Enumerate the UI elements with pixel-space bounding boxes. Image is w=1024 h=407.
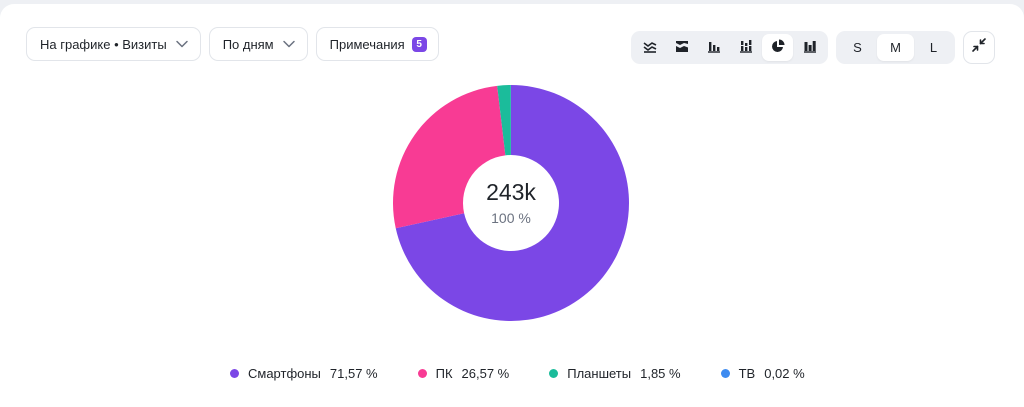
chart-toolbar-right: S M L [631, 31, 995, 64]
period-select-label: По дням [222, 36, 274, 52]
legend-label: Планшеты [567, 366, 632, 381]
legend-label: Смартфоны [248, 366, 321, 381]
chart-type-stacked-bar[interactable] [730, 34, 761, 61]
size-s-label: S [853, 40, 862, 55]
notes-button[interactable]: Примечания 5 [315, 27, 439, 61]
period-select[interactable]: По дням [208, 27, 308, 61]
legend-label: ПК [435, 366, 453, 381]
chart-type-bar[interactable] [698, 34, 729, 61]
chart-type-column[interactable] [794, 34, 825, 61]
chart-type-pie[interactable] [762, 34, 793, 61]
legend-item-0[interactable]: Смартфоны 71,57 % [230, 366, 378, 381]
chart-type-stacked-area-100[interactable] [666, 34, 697, 61]
stacked-area-100-icon [674, 38, 690, 57]
chevron-down-icon [282, 37, 296, 51]
stacked-bar-icon [738, 38, 754, 57]
chart-card: На графике • Визиты По дням Примечания 5 [0, 4, 1024, 407]
legend-dot [549, 369, 559, 378]
chart-legend: Смартфоны 71,57 % ПК 26,57 % Планшеты 1,85 % Т… [230, 366, 845, 381]
chart-type-stacked-area[interactable] [634, 34, 665, 61]
size-m-button[interactable]: M [877, 34, 914, 61]
stacked-area-icon [642, 38, 658, 57]
legend-dot [417, 369, 427, 378]
notes-count-badge: 5 [411, 36, 427, 52]
column-chart-icon [802, 38, 818, 57]
center-total: 243k [486, 179, 536, 205]
collapse-icon [971, 37, 987, 58]
chart-toolbar-left: На графике • Визиты По дням Примечания 5 [26, 27, 439, 61]
pie-chart-icon [770, 38, 786, 57]
legend-value: 0,02 % [764, 366, 805, 381]
size-l-label: L [929, 40, 938, 55]
legend-item-2[interactable]: Планшеты 1,85 % [549, 366, 681, 381]
size-s-button[interactable]: S [839, 34, 876, 61]
size-switcher: S M L [836, 31, 955, 64]
size-m-label: M [890, 40, 901, 55]
collapse-button[interactable] [963, 31, 995, 64]
metric-select[interactable]: На графике • Визиты [26, 27, 201, 61]
legend-value: 1,85 % [640, 366, 681, 381]
donut-chart: 243k 100 % [391, 83, 631, 323]
legend-value: 71,57 % [329, 366, 378, 381]
donut-slice-1[interactable] [393, 85, 506, 229]
legend-item-3[interactable]: ТВ 0,02 % [720, 366, 805, 381]
center-percent: 100 % [491, 210, 531, 226]
donut-slice-0[interactable] [395, 85, 629, 321]
donut-slice-2[interactable] [497, 85, 511, 156]
chart-type-switcher [631, 31, 828, 64]
legend-dot [230, 369, 239, 378]
notes-label: Примечания [329, 36, 405, 52]
legend-dot [720, 369, 730, 378]
chevron-down-icon [175, 37, 189, 51]
donut-svg [393, 85, 629, 321]
legend-label: ТВ [738, 366, 756, 381]
legend-item-1[interactable]: ПК 26,57 % [417, 366, 510, 381]
metric-select-label: На графике • Визиты [40, 36, 167, 52]
legend-value: 26,57 % [461, 366, 510, 381]
size-l-button[interactable]: L [915, 34, 952, 61]
bar-chart-icon [706, 38, 722, 57]
